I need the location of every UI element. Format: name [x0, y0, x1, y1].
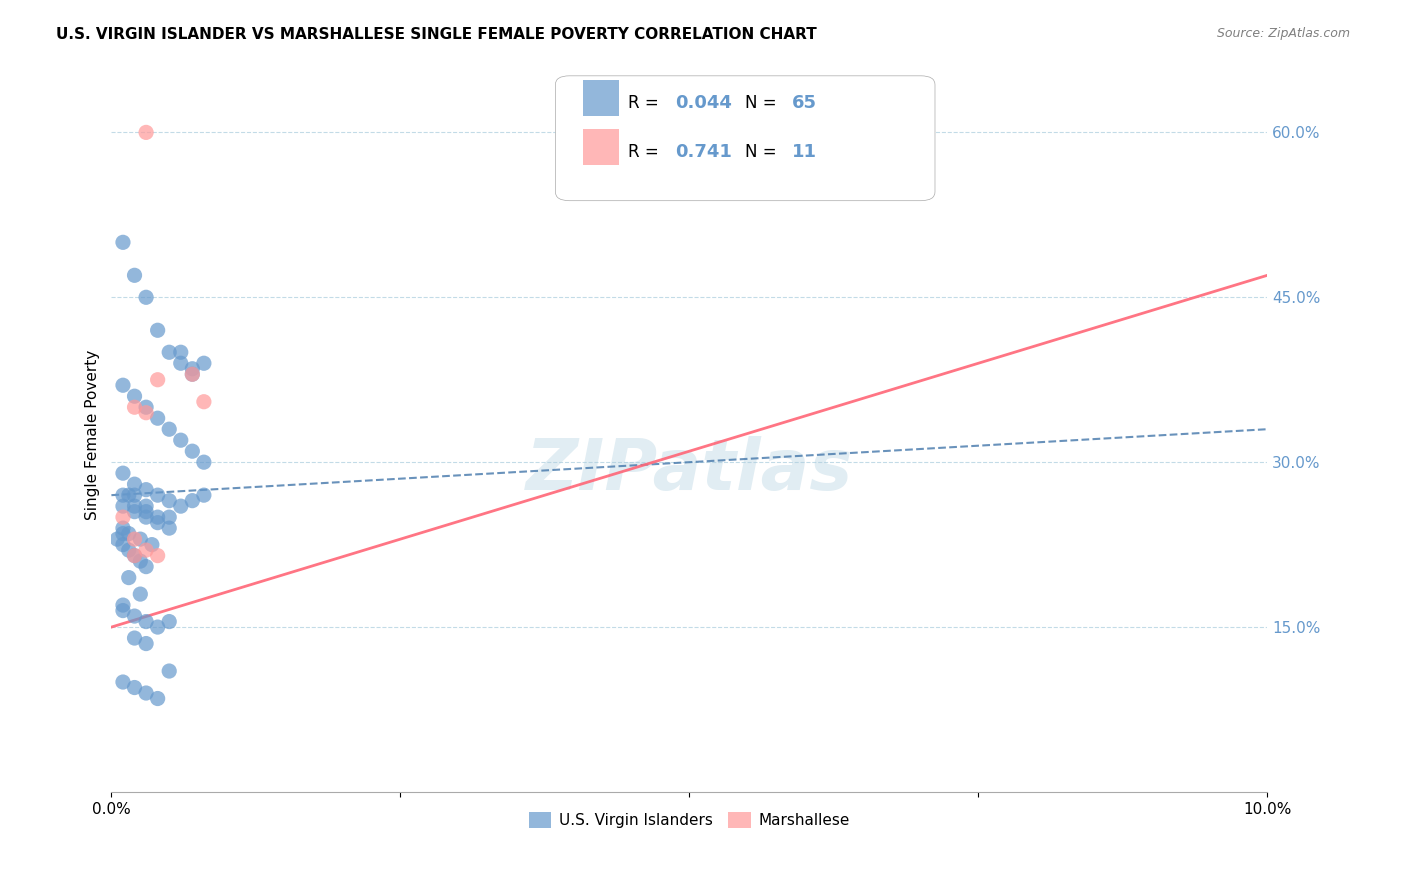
Text: R =: R =	[628, 94, 665, 112]
Text: 0.044: 0.044	[675, 94, 731, 112]
Text: N =: N =	[745, 94, 782, 112]
Point	[135, 543, 157, 558]
Legend: U.S. Virgin Islanders, Marshallese: U.S. Virgin Islanders, Marshallese	[523, 806, 856, 834]
Point	[124, 477, 146, 491]
Point	[135, 510, 157, 524]
Point	[118, 488, 141, 502]
Point	[124, 681, 146, 695]
Point	[124, 401, 146, 415]
Point	[135, 290, 157, 304]
Y-axis label: Single Female Poverty: Single Female Poverty	[86, 350, 100, 520]
Point	[124, 268, 146, 283]
Point	[157, 493, 180, 508]
Text: ZIPatlas: ZIPatlas	[526, 436, 853, 505]
Point	[129, 554, 152, 568]
Text: R =: R =	[628, 143, 665, 161]
Point	[111, 488, 134, 502]
Point	[111, 521, 134, 535]
Point	[124, 549, 146, 563]
Point	[170, 345, 193, 359]
Point	[135, 499, 157, 513]
Point	[135, 125, 157, 139]
Point	[124, 505, 146, 519]
Point	[124, 631, 146, 645]
Point	[111, 378, 134, 392]
Point	[157, 664, 180, 678]
Point	[193, 356, 215, 370]
Point	[111, 675, 134, 690]
Point	[135, 636, 157, 650]
Point	[193, 488, 215, 502]
Point	[105, 532, 128, 546]
Point	[111, 499, 134, 513]
Point	[181, 361, 204, 376]
Point	[157, 521, 180, 535]
Point	[135, 615, 157, 629]
Point	[124, 549, 146, 563]
Point	[193, 455, 215, 469]
Point	[124, 389, 146, 403]
Point	[146, 373, 169, 387]
Point	[181, 493, 204, 508]
Point	[181, 444, 204, 458]
Text: 11: 11	[792, 143, 817, 161]
Point	[146, 691, 169, 706]
Point	[111, 538, 134, 552]
Point	[141, 538, 163, 552]
Text: 0.741: 0.741	[675, 143, 731, 161]
Point	[170, 356, 193, 370]
Point	[111, 526, 134, 541]
Text: N =: N =	[745, 143, 782, 161]
Point	[170, 499, 193, 513]
Point	[146, 411, 169, 425]
Point	[118, 543, 141, 558]
Point	[146, 323, 169, 337]
Point	[181, 368, 204, 382]
Point	[157, 345, 180, 359]
Point	[135, 686, 157, 700]
Point	[193, 394, 215, 409]
Point	[146, 620, 169, 634]
Point	[157, 510, 180, 524]
Point	[111, 466, 134, 480]
Point	[111, 235, 134, 250]
Point	[111, 510, 134, 524]
Point	[124, 499, 146, 513]
Point	[135, 401, 157, 415]
Point	[181, 368, 204, 382]
Point	[111, 604, 134, 618]
Point	[124, 532, 146, 546]
Point	[129, 587, 152, 601]
Point	[129, 532, 152, 546]
Point	[146, 510, 169, 524]
Text: 65: 65	[792, 94, 817, 112]
Point	[124, 488, 146, 502]
Point	[135, 505, 157, 519]
Point	[118, 571, 141, 585]
Text: U.S. VIRGIN ISLANDER VS MARSHALLESE SINGLE FEMALE POVERTY CORRELATION CHART: U.S. VIRGIN ISLANDER VS MARSHALLESE SING…	[56, 27, 817, 42]
Point	[146, 549, 169, 563]
Point	[135, 483, 157, 497]
Point	[170, 433, 193, 447]
Point	[124, 609, 146, 624]
Point	[135, 406, 157, 420]
Text: Source: ZipAtlas.com: Source: ZipAtlas.com	[1216, 27, 1350, 40]
Point	[146, 488, 169, 502]
Point	[146, 516, 169, 530]
Point	[111, 598, 134, 612]
Point	[157, 615, 180, 629]
Point	[118, 526, 141, 541]
Point	[157, 422, 180, 436]
Point	[135, 559, 157, 574]
